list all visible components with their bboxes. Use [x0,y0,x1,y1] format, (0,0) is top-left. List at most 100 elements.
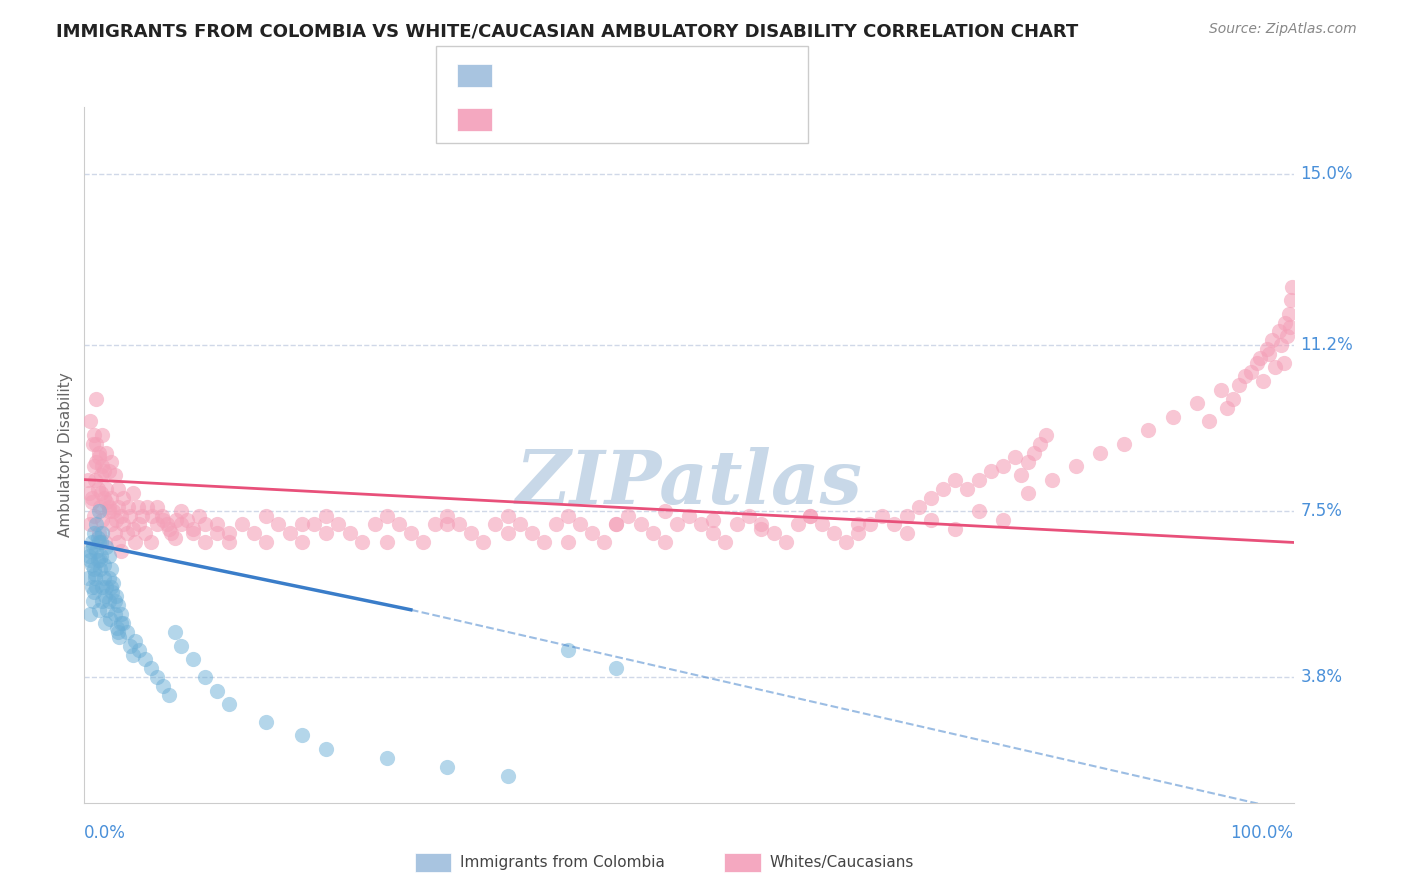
Point [1198,414,1220,428]
Point [231,517,253,532]
Text: 15.0%: 15.0% [1301,165,1353,184]
Point [315,508,337,523]
Point [993,459,1015,474]
Text: R = -0.432: R = -0.432 [499,112,581,127]
Point [84,473,107,487]
Point [1028,436,1050,450]
Point [77,571,100,585]
Point [315,526,337,541]
Point [107,500,129,514]
Point [80,558,103,572]
Point [104,607,127,622]
Point [581,526,603,541]
Point [896,526,918,541]
Point [131,508,153,523]
Point [139,661,162,675]
Text: 3.8%: 3.8% [1301,668,1343,686]
Point [96,603,118,617]
Point [1017,486,1039,500]
Point [128,517,150,532]
Point [967,504,990,518]
Point [956,482,979,496]
Point [104,526,127,541]
Point [533,535,555,549]
Point [79,517,101,532]
Point [751,517,773,532]
Point [943,522,966,536]
Point [152,679,174,693]
Point [641,526,664,541]
Point [436,760,458,774]
Point [127,500,149,514]
Point [87,603,110,617]
Point [107,599,129,613]
Point [786,517,808,532]
Point [79,553,101,567]
Point [399,526,422,541]
Point [93,571,115,585]
Point [86,531,108,545]
Point [90,535,112,549]
Point [91,594,114,608]
Point [932,482,955,496]
Point [87,450,110,465]
Point [110,544,132,558]
Point [449,517,471,532]
Point [1277,329,1299,343]
Point [617,508,640,523]
Point [77,549,100,563]
Point [278,526,301,541]
Point [82,436,104,450]
Point [762,526,785,541]
Point [823,526,845,541]
Point [79,414,101,428]
Text: IMMIGRANTS FROM COLOMBIA VS WHITE/CAUCASIAN AMBULATORY DISABILITY CORRELATION CH: IMMIGRANTS FROM COLOMBIA VS WHITE/CAUCAS… [56,22,1078,40]
Point [104,594,127,608]
Point [738,508,761,523]
Point [665,517,688,532]
Point [97,594,120,608]
Point [1004,450,1026,465]
Point [165,513,187,527]
Point [100,562,122,576]
Point [484,517,506,532]
Point [181,526,204,541]
Point [86,553,108,567]
Point [93,491,115,505]
Point [160,526,183,541]
Text: N =  78: N = 78 [612,69,669,83]
Point [496,508,519,523]
Point [93,558,115,572]
Point [557,508,579,523]
Point [375,508,398,523]
Point [352,535,374,549]
Point [86,436,108,450]
Point [194,670,217,684]
Point [1279,293,1302,307]
Point [1258,347,1281,361]
Point [120,508,142,523]
Point [846,517,869,532]
Point [77,486,100,500]
Point [254,714,277,729]
Point [170,504,193,518]
Point [150,508,173,523]
Point [136,500,159,514]
Point [121,522,143,536]
Point [80,495,103,509]
Point [80,580,103,594]
Point [94,590,117,604]
Point [496,526,519,541]
Point [103,575,125,590]
Text: 11.2%: 11.2% [1301,336,1354,354]
Point [920,491,942,505]
Point [943,473,966,487]
Point [1249,351,1271,366]
Point [86,580,108,594]
Point [1185,396,1208,410]
Point [97,571,120,585]
Point [134,652,156,666]
Point [436,517,458,532]
Point [94,445,117,459]
Point [91,427,114,442]
